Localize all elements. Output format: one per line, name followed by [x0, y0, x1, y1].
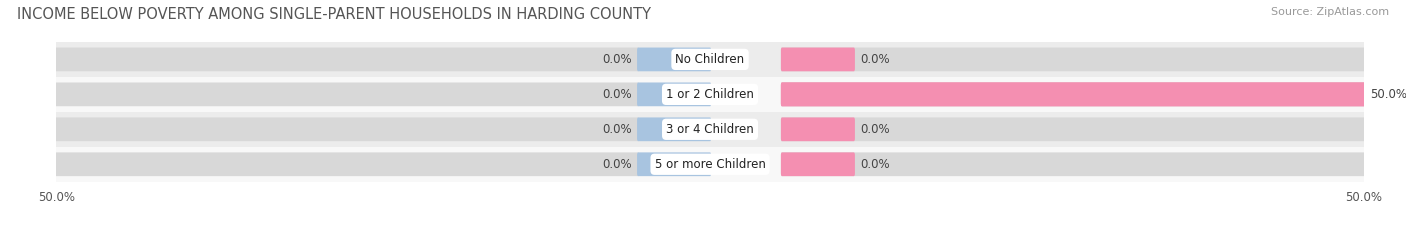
- Text: 1 or 2 Children: 1 or 2 Children: [666, 88, 754, 101]
- FancyBboxPatch shape: [55, 82, 640, 106]
- Text: 0.0%: 0.0%: [860, 123, 890, 136]
- FancyBboxPatch shape: [637, 82, 711, 106]
- Text: 0.0%: 0.0%: [602, 158, 631, 171]
- Text: 0.0%: 0.0%: [860, 53, 890, 66]
- Text: 0.0%: 0.0%: [602, 88, 631, 101]
- Bar: [56, 77, 1364, 112]
- FancyBboxPatch shape: [780, 152, 1365, 176]
- Bar: [56, 42, 1364, 77]
- FancyBboxPatch shape: [780, 82, 1406, 106]
- Bar: [56, 147, 1364, 182]
- FancyBboxPatch shape: [780, 48, 1365, 71]
- FancyBboxPatch shape: [55, 152, 640, 176]
- Text: 50.0%: 50.0%: [1371, 88, 1406, 101]
- Text: Source: ZipAtlas.com: Source: ZipAtlas.com: [1271, 7, 1389, 17]
- FancyBboxPatch shape: [637, 152, 711, 176]
- Text: 0.0%: 0.0%: [602, 53, 631, 66]
- FancyBboxPatch shape: [780, 117, 855, 141]
- FancyBboxPatch shape: [780, 82, 1365, 106]
- FancyBboxPatch shape: [780, 152, 855, 176]
- Text: 0.0%: 0.0%: [602, 123, 631, 136]
- FancyBboxPatch shape: [55, 117, 640, 141]
- FancyBboxPatch shape: [780, 117, 1365, 141]
- Text: 5 or more Children: 5 or more Children: [655, 158, 765, 171]
- FancyBboxPatch shape: [55, 48, 640, 71]
- Bar: [56, 112, 1364, 147]
- Text: INCOME BELOW POVERTY AMONG SINGLE-PARENT HOUSEHOLDS IN HARDING COUNTY: INCOME BELOW POVERTY AMONG SINGLE-PARENT…: [17, 7, 651, 22]
- Text: 3 or 4 Children: 3 or 4 Children: [666, 123, 754, 136]
- FancyBboxPatch shape: [637, 48, 711, 71]
- Text: No Children: No Children: [675, 53, 745, 66]
- FancyBboxPatch shape: [637, 117, 711, 141]
- FancyBboxPatch shape: [780, 82, 1406, 106]
- FancyBboxPatch shape: [780, 48, 855, 71]
- Text: 0.0%: 0.0%: [860, 158, 890, 171]
